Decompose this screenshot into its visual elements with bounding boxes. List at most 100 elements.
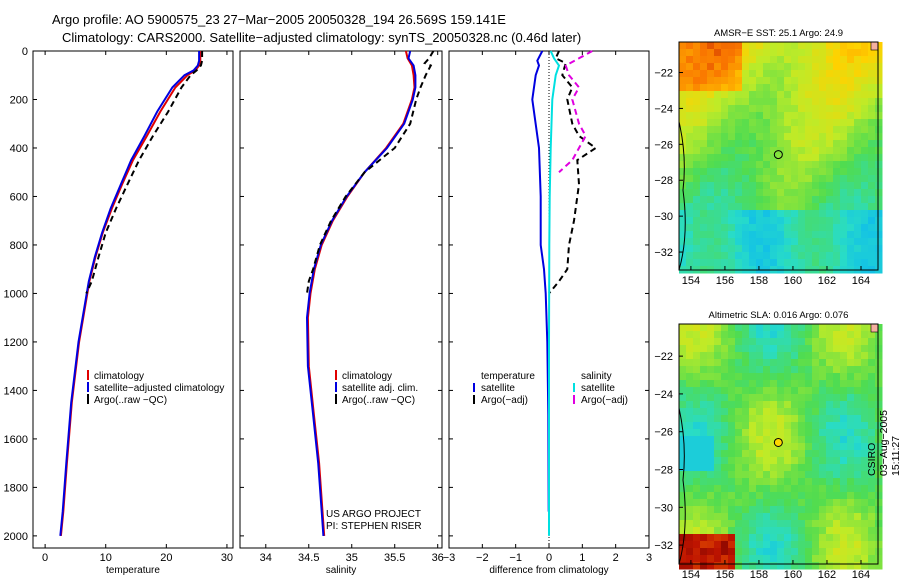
- heatmap-cell: [847, 443, 855, 451]
- heatmap-cell: [763, 84, 771, 92]
- heatmap-cell: [833, 562, 841, 570]
- heatmap-cell: [875, 534, 883, 542]
- heatmap-cell: [728, 485, 736, 493]
- heatmap-cell: [707, 70, 715, 78]
- heatmap-cell: [875, 408, 883, 416]
- heatmap-cell: [770, 520, 778, 528]
- heatmap-cell: [826, 534, 834, 542]
- heatmap-cell: [686, 126, 694, 134]
- heatmap-cell: [714, 91, 722, 99]
- heatmap-cell: [819, 415, 827, 423]
- heatmap-cell: [693, 119, 701, 127]
- heatmap-cell: [854, 331, 862, 339]
- heatmap-cell: [749, 450, 757, 458]
- heatmap-cell: [770, 380, 778, 388]
- heatmap-cell: [819, 471, 827, 479]
- heatmap-cell: [791, 464, 799, 472]
- heatmap-cell: [868, 429, 876, 437]
- heatmap-cell: [707, 450, 715, 458]
- heatmap-cell: [861, 457, 869, 465]
- longitude-tick-label: 158: [750, 275, 768, 287]
- heatmap-cell: [791, 203, 799, 211]
- x-tick-label: 34.5: [298, 552, 319, 564]
- heatmap-cell: [749, 380, 757, 388]
- heatmap-cell: [700, 464, 708, 472]
- heatmap-cell: [679, 373, 687, 381]
- heatmap-cell: [875, 359, 883, 367]
- heatmap-cell: [693, 345, 701, 353]
- heatmap-cell: [875, 133, 883, 141]
- heatmap-cell: [777, 464, 785, 472]
- heatmap-cell: [686, 91, 694, 99]
- heatmap-cell: [805, 373, 813, 381]
- heatmap-cell: [840, 84, 848, 92]
- heatmap-cell: [749, 555, 757, 563]
- heatmap-cell: [777, 506, 785, 514]
- heatmap-cell: [791, 401, 799, 409]
- heatmap-cell: [833, 245, 841, 253]
- heatmap-cell: [847, 450, 855, 458]
- heatmap-cell: [875, 401, 883, 409]
- heatmap-cell: [700, 520, 708, 528]
- heatmap-cell: [700, 345, 708, 353]
- heatmap-cell: [728, 534, 736, 542]
- heatmap-cell: [763, 380, 771, 388]
- heatmap-cell: [805, 119, 813, 127]
- heatmap-cell: [693, 49, 701, 57]
- heatmap-cell: [707, 175, 715, 183]
- heatmap-cell: [840, 401, 848, 409]
- heatmap-cell: [812, 527, 820, 535]
- heatmap-cell: [840, 408, 848, 416]
- heatmap-cell: [742, 513, 750, 521]
- heatmap-cell: [833, 541, 841, 549]
- heatmap-cell: [805, 238, 813, 246]
- heatmap-cell: [686, 429, 694, 437]
- series-line-1: [59, 51, 201, 536]
- heatmap-cell: [721, 359, 729, 367]
- heatmap-cell: [693, 478, 701, 486]
- heatmap-cell: [826, 457, 834, 465]
- heatmap-cell: [700, 513, 708, 521]
- series-line-2: [548, 50, 561, 536]
- heatmap-cell: [693, 527, 701, 535]
- heatmap-cell: [826, 499, 834, 507]
- heatmap-cell: [826, 338, 834, 346]
- heatmap-cell: [721, 63, 729, 71]
- heatmap-cell: [847, 387, 855, 395]
- heatmap-cell: [812, 161, 820, 169]
- heatmap-cell: [840, 450, 848, 458]
- heatmap-cell: [721, 401, 729, 409]
- heatmap-cell: [707, 245, 715, 253]
- heatmap-cell: [700, 527, 708, 535]
- heatmap-cell: [770, 231, 778, 239]
- heatmap-cell: [861, 401, 869, 409]
- heatmap-cell: [777, 443, 785, 451]
- heatmap-cell: [721, 70, 729, 78]
- heatmap-cell: [784, 224, 792, 232]
- heatmap-cell: [840, 70, 848, 78]
- heatmap-cell: [707, 401, 715, 409]
- heatmap-cell: [812, 77, 820, 85]
- heatmap-cell: [679, 436, 687, 444]
- heatmap-cell: [805, 56, 813, 64]
- heatmap-cell: [714, 436, 722, 444]
- heatmap-cell: [826, 245, 834, 253]
- heatmap-cell: [756, 464, 764, 472]
- heatmap-cell: [833, 534, 841, 542]
- heatmap-cell: [819, 331, 827, 339]
- heatmap-cell: [763, 534, 771, 542]
- heatmap-cell: [854, 492, 862, 500]
- heatmap-cell: [840, 231, 848, 239]
- heatmap-cell: [721, 555, 729, 563]
- heatmap-cell: [728, 224, 736, 232]
- heatmap-cell: [826, 485, 834, 493]
- heatmap-cell: [714, 338, 722, 346]
- heatmap-cell: [707, 338, 715, 346]
- heatmap-cell: [791, 231, 799, 239]
- heatmap-cell: [819, 161, 827, 169]
- heatmap-cell: [756, 485, 764, 493]
- heatmap-cell: [721, 338, 729, 346]
- heatmap-cell: [763, 119, 771, 127]
- heatmap-cell: [686, 401, 694, 409]
- heatmap-cell: [686, 422, 694, 430]
